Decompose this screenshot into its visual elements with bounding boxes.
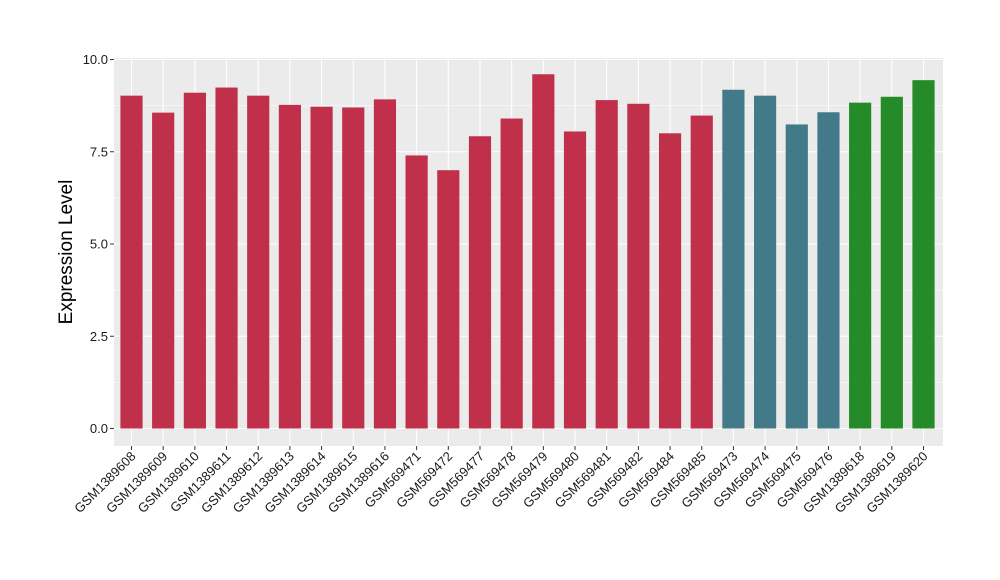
bar-GSM569473 xyxy=(722,89,745,429)
bar-GSM569485 xyxy=(690,115,713,429)
bar-GSM569472 xyxy=(437,170,460,429)
y-tick-label: 2.5 xyxy=(90,329,108,344)
bar-GSM1389609 xyxy=(152,112,175,429)
bar-GSM569484 xyxy=(658,133,682,429)
bar-GSM569479 xyxy=(532,74,555,429)
bar-GSM1389619 xyxy=(880,96,903,429)
y-tick-label: 0.0 xyxy=(90,421,108,436)
y-tick-label: 10.0 xyxy=(83,52,108,67)
bar-GSM569482 xyxy=(627,103,650,429)
bar-GSM569477 xyxy=(468,136,492,429)
bar-GSM1389608 xyxy=(120,95,143,429)
x-axis: GSM1389608GSM1389609GSM1389610GSM1389611… xyxy=(71,446,931,516)
bar-GSM569478 xyxy=(500,118,523,429)
bar-GSM1389613 xyxy=(278,104,301,429)
bars xyxy=(120,74,935,429)
y-tick-label: 5.0 xyxy=(90,237,108,252)
y-axis-title: Expression Level xyxy=(56,180,77,325)
bar-GSM569475 xyxy=(785,124,808,429)
bar-GSM1389614 xyxy=(310,106,333,429)
bar-GSM1389618 xyxy=(849,102,872,429)
y-axis: 0.0 2.5 5.0 7.5 10.0 xyxy=(83,52,114,436)
bar-GSM569480 xyxy=(563,131,587,429)
bar-GSM1389615 xyxy=(342,107,365,429)
y-tick-label: 7.5 xyxy=(90,144,108,159)
bar-GSM569474 xyxy=(754,95,777,429)
bar-GSM1389611 xyxy=(215,87,238,429)
bar-GSM569476 xyxy=(817,112,840,429)
bar-GSM569471 xyxy=(405,155,428,429)
bar-GSM1389616 xyxy=(373,99,397,429)
bar-GSM1389620 xyxy=(912,80,935,429)
bar-GSM1389612 xyxy=(247,95,270,429)
bar-GSM569481 xyxy=(595,100,618,429)
bar-GSM1389610 xyxy=(183,92,206,429)
